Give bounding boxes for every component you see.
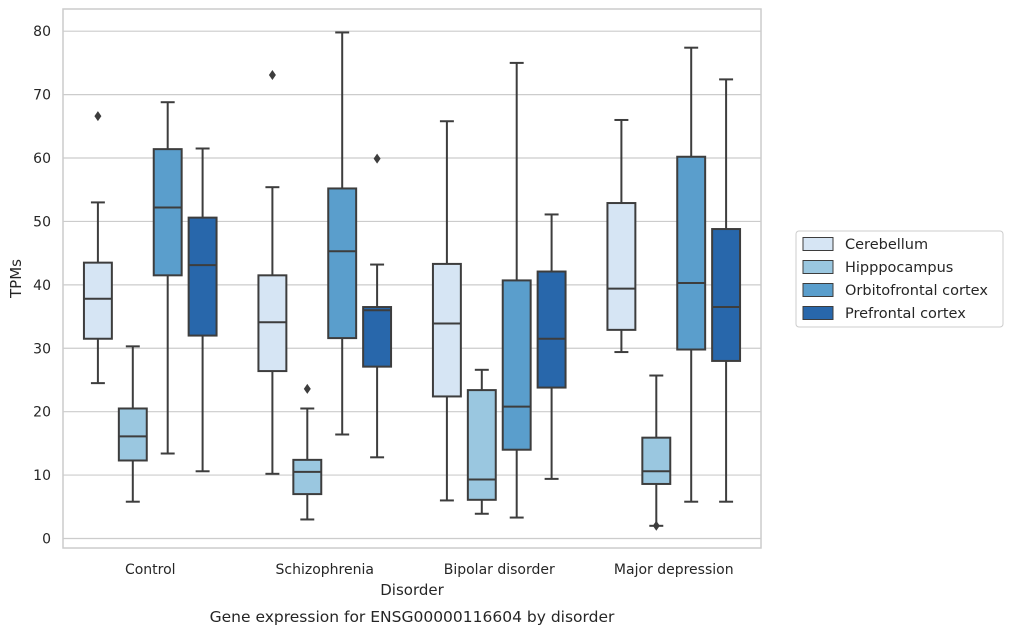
box-0-3: [187, 147, 218, 473]
box-body: [152, 148, 183, 277]
outlier-point: [652, 520, 660, 531]
box-body: [606, 202, 637, 331]
legend-swatch-0: [802, 237, 834, 251]
y-tick-label-60: 60: [33, 151, 51, 167]
box-body: [676, 155, 707, 351]
y-tick-label-30: 30: [33, 341, 51, 357]
x-tick-label-3: Major depression: [614, 562, 734, 578]
legend-frame: [795, 230, 1004, 328]
box-body: [501, 279, 532, 451]
x-tick-label-0: Control: [125, 562, 176, 578]
box-body: [466, 389, 497, 501]
legend-swatch-3: [802, 306, 834, 320]
box-1-2: [327, 31, 358, 436]
box-3-3: [711, 78, 742, 503]
x-axis-label: Disorder: [380, 581, 444, 599]
boxes: [82, 31, 742, 531]
y-tick-labels: 0 10 20 30 40 50 60 70 80: [33, 24, 51, 547]
legend-label-2: Orbitofrontal cortex: [845, 283, 988, 299]
box-2-3: [536, 213, 567, 480]
box-body: [82, 261, 113, 340]
y-tick-label-50: 50: [33, 214, 51, 230]
legend-label-1: Hipppocampus: [845, 260, 953, 276]
box-0-0: [82, 111, 113, 385]
box-3-1: [641, 374, 672, 531]
legend-label-0: Cerebellum: [845, 237, 928, 253]
y-tick-label-70: 70: [33, 88, 51, 104]
outlier-point: [373, 153, 381, 164]
plot-frame: [62, 8, 762, 549]
box-body: [711, 228, 742, 362]
chart-caption: Gene expression for ENSG00000116604 by d…: [210, 608, 615, 626]
legend-label-3: Prefrontal cortex: [845, 306, 966, 322]
x-tick-label-1: Schizophrenia: [276, 562, 374, 578]
box-2-2: [501, 61, 532, 519]
box-body: [117, 407, 148, 462]
legend: Cerebellum Hipppocampus Orbitofrontal cort…: [795, 230, 1004, 328]
box-2-1: [466, 368, 497, 515]
y-tick-label-80: 80: [33, 24, 51, 40]
box-body: [431, 262, 462, 398]
y-axis-label: TPMs: [7, 259, 25, 299]
y-tick-label-40: 40: [33, 278, 51, 294]
box-3-2: [676, 46, 707, 503]
box-body: [536, 270, 567, 389]
y-tick-label-10: 10: [33, 468, 51, 484]
legend-swatch-1: [802, 260, 834, 274]
box-body: [641, 436, 672, 485]
box-1-1: [292, 383, 323, 521]
outlier-point: [268, 69, 276, 80]
legend-swatch-2: [802, 283, 834, 297]
x-tick-label-2: Bipolar disorder: [444, 562, 555, 578]
box-1-3: [362, 153, 393, 459]
box-1-0: [257, 69, 288, 475]
outlier-point: [94, 111, 102, 122]
box-0-1: [117, 345, 148, 503]
y-tick-label-0: 0: [42, 531, 51, 547]
box-body: [362, 306, 393, 368]
outlier-point: [303, 383, 311, 394]
x-tick-labels: Control Schizophrenia Bipolar disorder Majo…: [125, 562, 734, 578]
box-body: [327, 187, 358, 340]
box-2-0: [431, 120, 462, 502]
box-3-0: [606, 118, 637, 354]
box-body: [292, 458, 323, 496]
y-tick-label-20: 20: [33, 405, 51, 421]
box-body: [187, 216, 218, 337]
box-0-2: [152, 101, 183, 455]
